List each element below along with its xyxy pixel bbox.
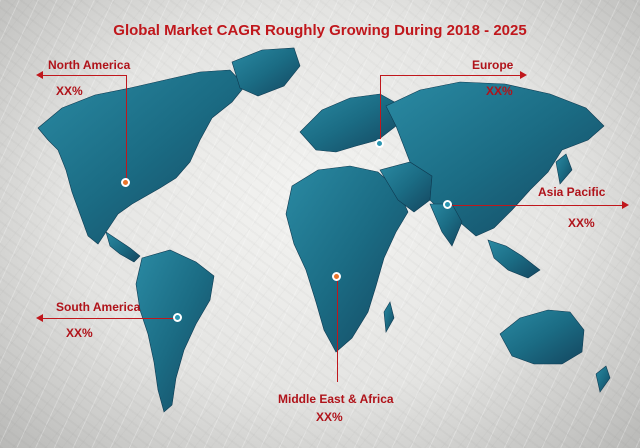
page-title: Global Market CAGR Roughly Growing Durin… — [113, 22, 527, 39]
europe-value: XX% — [486, 84, 513, 98]
europe-marker — [375, 139, 384, 148]
south-america-landmass — [135, 249, 215, 413]
madagascar-landmass — [383, 301, 395, 333]
japan-landmass — [555, 153, 573, 185]
middle-east-africa-label: Middle East & Africa — [278, 392, 394, 406]
europe-leader-drop — [380, 75, 381, 143]
south-america-leader-line — [42, 318, 176, 319]
australia-landmass — [499, 309, 585, 365]
new-zealand-landmass — [595, 365, 611, 393]
north-america-arrow — [36, 71, 43, 79]
asia-pacific-value: XX% — [568, 216, 595, 230]
greenland-landmass — [231, 47, 301, 97]
europe-label: Europe — [472, 58, 514, 72]
middle-east-africa-value: XX% — [316, 410, 343, 424]
middle-east-africa-leader-drop — [337, 280, 338, 382]
central-america-landmass — [105, 231, 141, 263]
south-america-marker — [173, 313, 182, 322]
europe-arrow — [520, 71, 527, 79]
north-america-leader-drop — [126, 75, 127, 183]
southeast-asia-landmass — [487, 239, 541, 279]
asia-pacific-arrow — [622, 201, 629, 209]
africa-landmass — [285, 165, 409, 353]
asia-pacific-label: Asia Pacific — [538, 185, 606, 199]
south-america-arrow — [36, 314, 43, 322]
north-america-landmass — [37, 69, 246, 245]
asia-landmass — [385, 81, 605, 237]
asia-pacific-marker — [443, 200, 452, 209]
europe-leader-line — [380, 75, 520, 76]
north-america-leader-line — [42, 75, 126, 76]
asia-pacific-leader-line — [452, 205, 622, 206]
south-america-value: XX% — [66, 326, 93, 340]
north-america-value: XX% — [56, 84, 83, 98]
north-america-marker — [121, 178, 130, 187]
north-america-label: North America — [48, 58, 131, 72]
middle-east-africa-marker — [332, 272, 341, 281]
south-america-label: South America — [56, 300, 141, 314]
